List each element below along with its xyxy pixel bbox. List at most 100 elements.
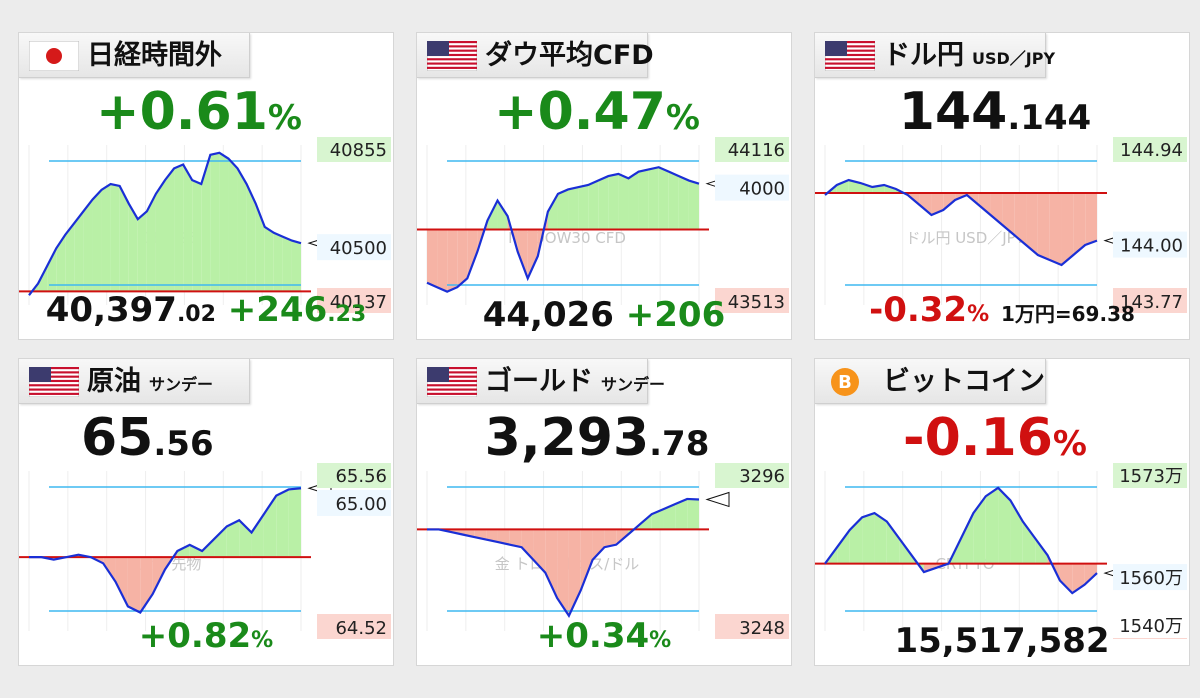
area-segment <box>1049 193 1062 265</box>
bottom-value: +0.82 <box>138 616 252 656</box>
area-segment <box>177 544 190 558</box>
price-label: 40500 <box>317 234 391 261</box>
area-segment <box>837 529 850 564</box>
market-panel-6[interactable]: Bビットコイン-0.16%CRYPTO1573万1560万1546万1540万1… <box>814 358 1190 666</box>
price-label: 143.77 <box>1113 288 1187 313</box>
svg-text:B: B <box>838 372 852 393</box>
headline-value: 144.144 <box>845 83 1145 147</box>
area-segment <box>1026 193 1038 255</box>
area-segment <box>568 187 579 230</box>
bottom-change: 1万円=69.38 <box>1000 302 1135 326</box>
svg-text:1560万: 1560万 <box>1119 568 1183 589</box>
price-line <box>29 487 302 614</box>
bottom-change: +246 <box>227 290 328 330</box>
bitcoin-icon: B <box>825 367 875 397</box>
area-segment <box>228 158 238 292</box>
area-segment <box>110 184 120 292</box>
area-segment <box>604 529 617 548</box>
area-segment <box>74 211 84 292</box>
area-segment <box>836 180 849 193</box>
area-segment <box>210 152 220 292</box>
price-label: 40137 <box>317 288 391 313</box>
market-panel-2[interactable]: ダウ平均CFD +0.47% NY DOW30 CFD 44116 4000 43513 4… <box>416 32 792 340</box>
area-segment <box>47 248 57 292</box>
area-segment <box>598 176 609 230</box>
area-segment <box>255 203 265 292</box>
area-segment <box>948 538 961 564</box>
area-segment <box>282 236 292 292</box>
us-flag-icon <box>426 366 478 398</box>
area-segment <box>467 229 478 279</box>
area-segment <box>849 517 863 564</box>
bottom-summary: 44,026 +206 <box>417 295 791 335</box>
area-segment <box>557 529 569 616</box>
headline-value: -0.16% <box>845 409 1145 473</box>
price-chart: CRYPTO1573万1560万1546万1540万 <box>815 463 1187 639</box>
svg-text:43513: 43513 <box>728 292 785 313</box>
price-label: 144.00 <box>1113 231 1187 258</box>
area-segment <box>152 557 165 595</box>
panel-tab: ダウ平均CFD <box>417 33 654 78</box>
svg-text:44116: 44116 <box>728 140 785 161</box>
price-label: 44116 <box>715 137 789 162</box>
price-label: 65.00 <box>317 490 391 516</box>
area-segment <box>1084 563 1097 585</box>
panel-title: 日経時間外 <box>87 38 222 74</box>
area-segment <box>92 189 102 292</box>
jp-flag-icon <box>28 40 80 72</box>
area-segment <box>668 171 679 230</box>
area-segment <box>860 183 873 193</box>
area-segment <box>128 203 138 292</box>
area-segment <box>886 521 900 564</box>
area-segment <box>521 529 534 560</box>
headline-fraction: % <box>1052 424 1087 464</box>
headline-fraction: % <box>665 98 700 138</box>
area-segment <box>146 193 156 292</box>
panel-tab: 原油 サンデー <box>19 359 250 404</box>
price-label: 43513 <box>715 288 789 313</box>
area-segment <box>580 529 593 591</box>
area-segment <box>931 193 944 215</box>
bottom-value: +0.34 <box>536 616 650 656</box>
panel-subtitle: サンデー <box>149 375 214 394</box>
headline-value: 65.56 <box>81 409 381 473</box>
area-segment <box>56 234 66 292</box>
area-segment <box>648 167 659 230</box>
panel-title-text: 日経時間外 <box>87 40 222 71</box>
market-panel-4[interactable]: 原油 サンデー 65.56 原油 先物 65.56 65.00 64.52 +0.82% <box>18 358 394 666</box>
area-segment <box>874 513 887 564</box>
area-segment <box>651 509 664 530</box>
area-segment <box>1037 193 1050 260</box>
headline-main: 144 <box>898 82 1008 142</box>
bottom-value: 44,026 <box>482 295 614 335</box>
area-segment <box>264 226 274 292</box>
market-panel-1[interactable]: 日経時間外+0.61%DER 2540855405004013740,397.0… <box>18 32 394 340</box>
area-segment <box>658 167 669 230</box>
area-segment <box>678 176 689 230</box>
panel-tab: 日経時間外 <box>19 33 250 78</box>
price-line <box>824 178 1098 267</box>
area-segment <box>288 488 301 558</box>
bottom-summary: +0.34% <box>417 616 791 661</box>
area-segment <box>973 496 986 564</box>
price-line <box>427 497 700 619</box>
svg-text:4000: 4000 <box>739 179 785 200</box>
svg-text:1540万: 1540万 <box>1119 616 1183 637</box>
svg-text:64.52: 64.52 <box>335 618 387 639</box>
headline-main: +0.61 <box>96 82 268 142</box>
price-label: 3296 <box>715 463 789 488</box>
headline-value: 3,293.78 <box>447 409 747 473</box>
bottom-value-fraction: % <box>251 628 274 653</box>
svg-text:144.94: 144.94 <box>1120 140 1183 161</box>
svg-text:40500: 40500 <box>330 238 387 259</box>
area-segment <box>251 514 264 558</box>
bottom-summary: +0.82% <box>19 616 393 661</box>
area-segment <box>578 185 589 230</box>
area-segment <box>219 152 229 292</box>
panel-title: ドル円 USD／JPY <box>883 38 1055 77</box>
area-segment <box>899 538 912 564</box>
market-panel-3[interactable]: ドル円 USD／JPY 144.144 ドル円 USD／JPY 144.94 144.00… <box>814 32 1190 340</box>
svg-text:144.00: 144.00 <box>1120 236 1183 257</box>
